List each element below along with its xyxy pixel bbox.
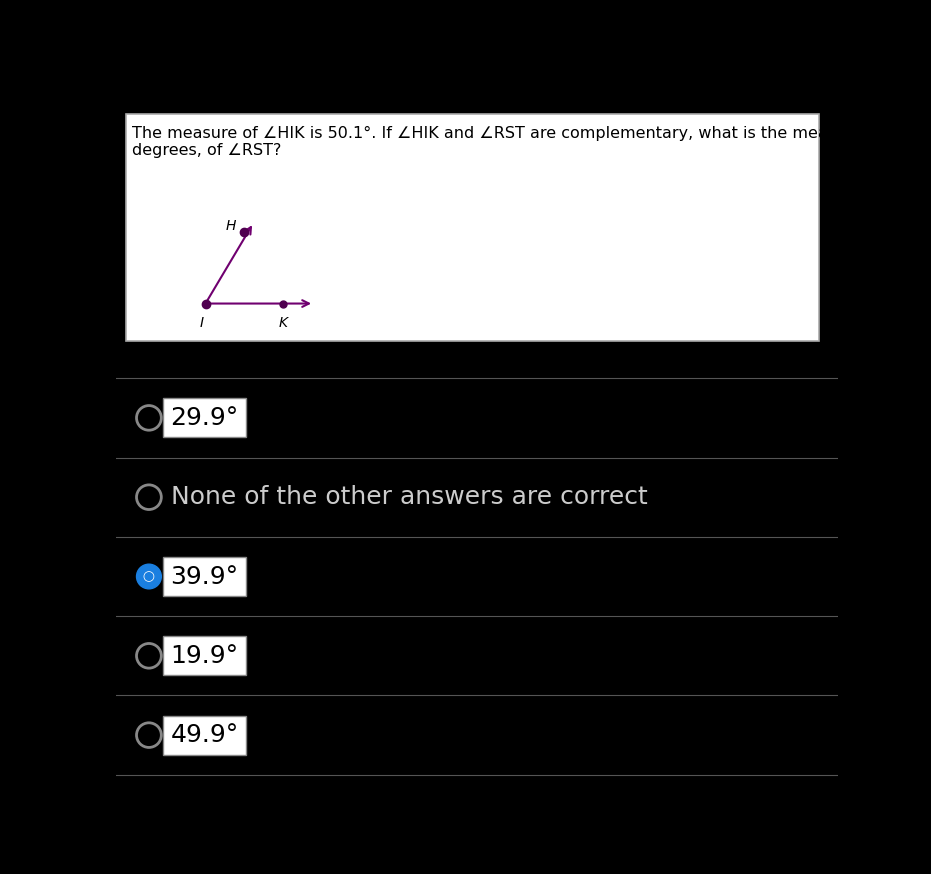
- Circle shape: [145, 572, 153, 580]
- Circle shape: [137, 565, 161, 589]
- Circle shape: [144, 572, 154, 581]
- Text: 49.9°: 49.9°: [170, 723, 239, 747]
- Text: H: H: [226, 218, 236, 232]
- Text: 19.9°: 19.9°: [170, 644, 238, 668]
- Text: 29.9°: 29.9°: [170, 406, 239, 430]
- Text: The measure of ∠HIK is 50.1°. If ∠HIK and ∠RST are complementary, what is the me: The measure of ∠HIK is 50.1°. If ∠HIK an…: [132, 127, 887, 142]
- Text: degrees, of ∠RST?: degrees, of ∠RST?: [132, 143, 281, 158]
- FancyBboxPatch shape: [126, 114, 819, 341]
- Text: 39.9°: 39.9°: [170, 565, 238, 588]
- Text: None of the other answers are correct: None of the other answers are correct: [170, 485, 647, 510]
- Text: K: K: [278, 316, 288, 329]
- Text: I: I: [199, 316, 204, 329]
